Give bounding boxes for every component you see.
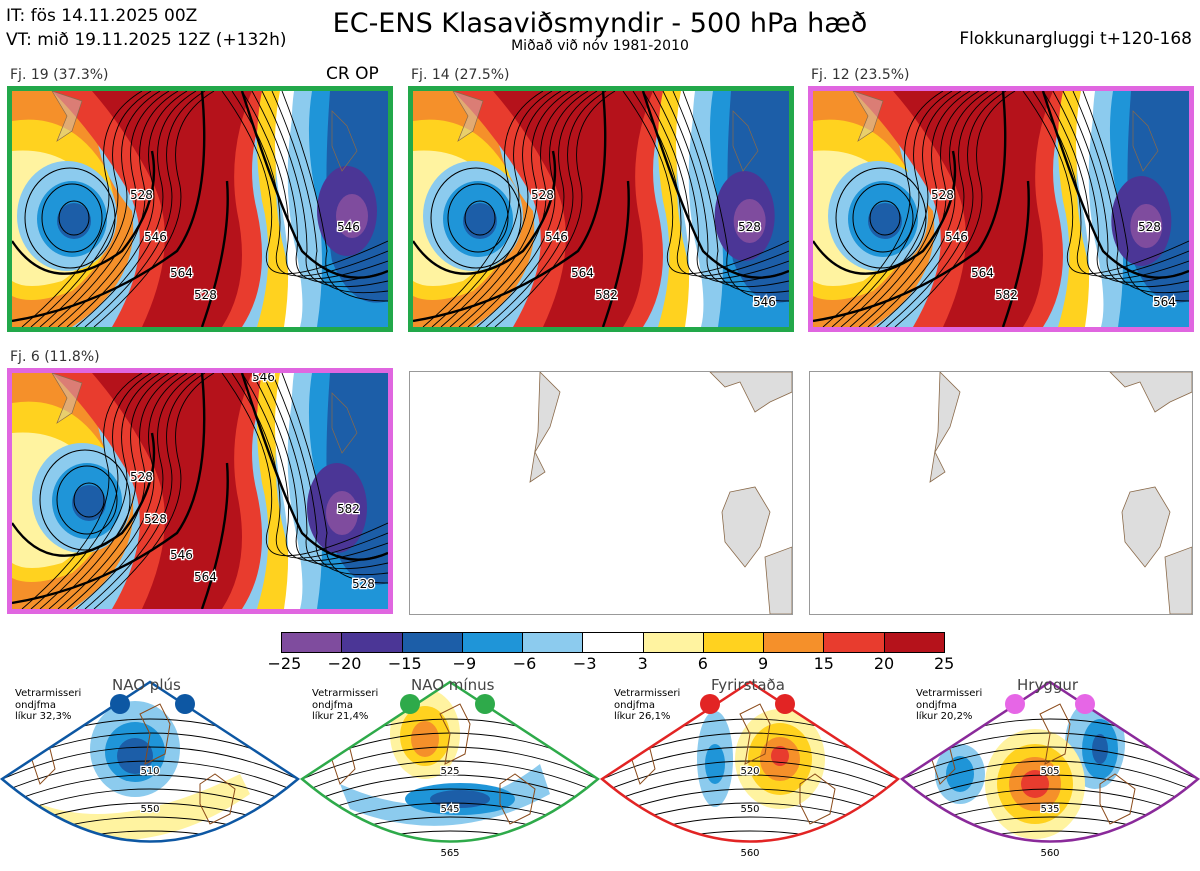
colorbar-tick-label: 9 <box>757 654 769 673</box>
colorbar-segment <box>462 633 524 652</box>
regime-marker-dot <box>110 694 130 714</box>
contour-label: 546 <box>252 373 275 384</box>
colorbar-segment <box>523 633 584 652</box>
regime-contour-label: 525 <box>440 766 459 777</box>
contour-label: 528 <box>144 512 167 526</box>
colorbar-segment <box>583 633 644 652</box>
colorbar-tick-label: 6 <box>697 654 708 673</box>
regime-2-info: Vetrarmisseri ondjfma líkur 21,4% <box>312 688 379 722</box>
contour-label: 564 <box>571 266 594 280</box>
cluster-3-label: Fj. 12 (23.5%) <box>811 67 910 83</box>
contour-label: 528 <box>738 220 761 234</box>
contour-label: 546 <box>545 230 568 244</box>
regime-nao-plus: 510 550 <box>0 674 300 871</box>
regime-contour-label: 560 <box>1040 848 1059 859</box>
colorbar-tick-label: −20 <box>327 654 362 673</box>
page-subtitle: Miðað við nóv 1981-2010 <box>511 38 689 54</box>
colorbar-tick-label: −3 <box>572 654 597 673</box>
contour-label: 546 <box>144 230 167 244</box>
cluster-1-label: Fj. 19 (37.3%) <box>10 67 109 83</box>
regime-nao-minus: 525 545 565 <box>300 674 600 871</box>
anomaly-colorbar <box>281 632 945 653</box>
colorbar-tick-label: 15 <box>813 654 834 673</box>
colorbar-tick-label: −15 <box>387 654 422 673</box>
colorbar-segment <box>342 633 403 652</box>
regime-contour-label: 510 <box>140 766 159 777</box>
regime-contour-label: 550 <box>740 804 759 815</box>
contour-label: 528 <box>531 188 554 202</box>
contour-label: 582 <box>995 288 1018 302</box>
contour-label: 546 <box>945 230 968 244</box>
regime-contour-label: 550 <box>140 804 159 815</box>
regime-contour-label: 520 <box>740 766 759 777</box>
colorbar-segment <box>402 633 463 652</box>
contour-label: 564 <box>194 570 217 584</box>
colorbar-tick-label: −25 <box>267 654 302 673</box>
contour-label: 528 <box>130 470 153 484</box>
contour-label: 546 <box>753 295 776 309</box>
regime-2-name: NAO mínus <box>411 676 495 694</box>
cluster-2-map: 528 546 564 582 528 546 <box>408 86 794 332</box>
contour-label: 528 <box>1138 220 1161 234</box>
contour-label: 546 <box>337 220 360 234</box>
regime-1-name: NAO plús <box>112 676 181 694</box>
regime-contour-label: 545 <box>440 804 459 815</box>
empty-map-2 <box>809 371 1193 615</box>
colorbar-segment <box>764 633 825 652</box>
cluster-1-tag: CR OP <box>326 64 379 84</box>
colorbar-tick-label: 25 <box>934 654 955 673</box>
page-title: EC-ENS Klasaviðsmyndir - 500 hPa hæð <box>332 8 868 39</box>
cluster-1-map: 528 546 564 528 546 <box>7 86 393 332</box>
initial-time: IT: fös 14.11.2025 00Z <box>6 6 198 26</box>
regime-contour-label: 560 <box>740 848 759 859</box>
regime-3-name: Fyrirstaða <box>711 676 785 694</box>
contour-label: 528 <box>194 288 217 302</box>
cluster-4-map: 528 528 546 564 582 528 546 <box>7 368 393 614</box>
colorbar-segment <box>643 633 704 652</box>
regime-ridge: 505 535 560 <box>900 674 1200 871</box>
regime-blocking: 520 550 560 <box>600 674 900 871</box>
regime-marker-dot <box>775 694 795 714</box>
colorbar-tick-label: −9 <box>452 654 477 673</box>
regime-4-name: Hryggur <box>1017 676 1079 694</box>
regime-contour-label: 505 <box>1040 766 1059 777</box>
contour-label: 546 <box>170 548 193 562</box>
colorbar-tick-label: 20 <box>873 654 895 673</box>
regime-marker-dot <box>1005 694 1025 714</box>
contour-label: 528 <box>130 188 153 202</box>
regime-marker-dot <box>175 694 195 714</box>
regime-marker-dot <box>1075 694 1095 714</box>
colorbar-segment <box>824 633 885 652</box>
regime-contour-label: 535 <box>1040 804 1059 815</box>
contour-label: 582 <box>337 502 360 516</box>
empty-map-1 <box>409 371 793 615</box>
contour-label: 564 <box>971 266 994 280</box>
regime-marker-dot <box>700 694 720 714</box>
cluster-4-label: Fj. 6 (11.8%) <box>10 349 100 365</box>
contour-label: 564 <box>170 266 193 280</box>
contour-label: 528 <box>931 188 954 202</box>
contour-label: 582 <box>595 288 618 302</box>
colorbar-tick-label: −6 <box>512 654 537 673</box>
regime-1-info: Vetrarmisseri ondjfma líkur 32,3% <box>15 688 82 722</box>
cluster-3-map: 528 546 564 582 528 564 <box>808 86 1194 332</box>
cluster-2-label: Fj. 14 (27.5%) <box>411 67 510 83</box>
contour-label: 528 <box>352 577 375 591</box>
regime-marker-dot <box>400 694 420 714</box>
regime-3-info: Vetrarmisseri ondjfma líkur 26,1% <box>614 688 681 722</box>
colorbar-tick-label: 3 <box>637 654 648 673</box>
colorbar-segment <box>703 633 765 652</box>
regime-marker-dot <box>475 694 495 714</box>
regime-contour-label: 565 <box>440 848 459 859</box>
contour-label: 564 <box>1153 295 1176 309</box>
colorbar-segment <box>282 633 343 652</box>
regime-4-info: Vetrarmisseri ondjfma líkur 20,2% <box>916 688 983 722</box>
classification-window: Flokkunargluggi t+120-168 <box>959 29 1192 49</box>
colorbar-segment <box>884 633 944 652</box>
valid-time: VT: mið 19.11.2025 12Z (+132h) <box>6 30 287 50</box>
